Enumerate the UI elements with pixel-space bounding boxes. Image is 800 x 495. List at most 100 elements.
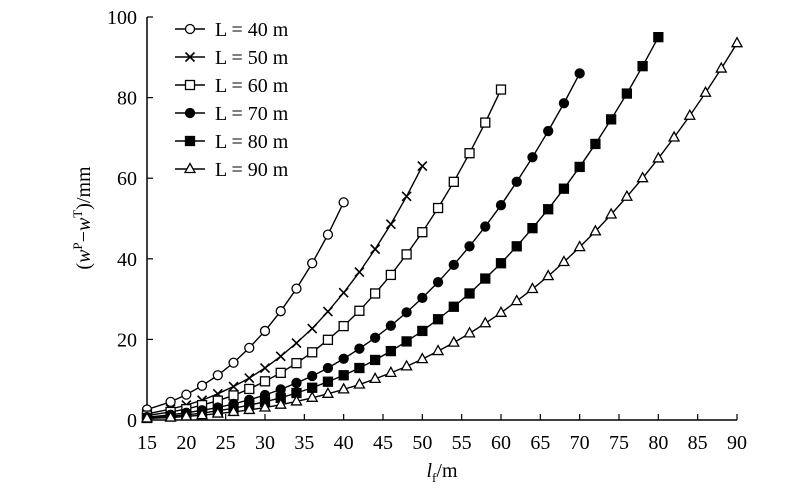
- x-tick-label: 75: [609, 432, 629, 454]
- marker: [228, 357, 239, 368]
- marker: [354, 267, 365, 278]
- marker: [511, 176, 522, 187]
- marker: [275, 351, 286, 362]
- marker: [322, 229, 334, 240]
- marker: [369, 332, 381, 343]
- marker: [291, 377, 302, 389]
- marker: [385, 345, 397, 357]
- marker: [605, 114, 617, 125]
- y-label-part: P: [70, 242, 85, 249]
- marker: [683, 108, 696, 120]
- series-line: [146, 73, 581, 418]
- y-tick-label: 20: [117, 329, 137, 351]
- x-tick-label: 90: [727, 432, 747, 454]
- marker: [464, 148, 475, 159]
- marker: [369, 354, 381, 366]
- marker: [164, 410, 177, 422]
- marker: [527, 152, 538, 163]
- x-tick-label: 80: [648, 432, 668, 454]
- marker: [307, 382, 318, 393]
- marker: [259, 376, 271, 387]
- y-label-part: w: [73, 217, 95, 231]
- marker: [338, 287, 349, 298]
- marker: [652, 151, 665, 163]
- marker: [667, 130, 681, 142]
- marker: [307, 347, 318, 358]
- marker: [526, 282, 539, 294]
- marker: [274, 397, 287, 409]
- marker: [353, 377, 366, 389]
- marker: [480, 221, 491, 232]
- marker: [259, 362, 271, 374]
- x-tick-label: 65: [530, 432, 550, 454]
- marker: [181, 389, 192, 400]
- marker: [480, 117, 491, 128]
- marker: [557, 255, 571, 267]
- marker: [275, 367, 286, 378]
- marker: [401, 191, 412, 202]
- x-tick-label: 45: [373, 432, 393, 454]
- legend-marker: [184, 51, 196, 63]
- marker: [401, 336, 412, 347]
- marker: [573, 240, 586, 252]
- marker: [369, 288, 381, 299]
- marker: [228, 390, 239, 401]
- y-label-part: −: [73, 231, 95, 242]
- x-tick-label: 35: [294, 432, 314, 454]
- marker: [620, 189, 633, 201]
- marker: [307, 370, 318, 382]
- x-tick-label: 40: [334, 432, 354, 454]
- marker: [244, 373, 255, 384]
- marker: [463, 326, 476, 338]
- legend-marker: [184, 135, 196, 147]
- legend-label: L = 80 m: [215, 131, 289, 153]
- legend-label: L = 60 m: [215, 75, 289, 97]
- marker: [212, 370, 223, 381]
- x-label-part: f: [432, 470, 437, 485]
- y-tick-label: 0: [127, 410, 137, 432]
- legend-label: L = 50 m: [215, 47, 289, 69]
- marker: [589, 224, 602, 236]
- marker: [417, 325, 428, 337]
- marker: [432, 277, 444, 288]
- marker: [275, 306, 286, 317]
- marker: [337, 382, 350, 394]
- marker: [527, 223, 538, 234]
- marker: [290, 394, 303, 406]
- x-label-part: l: [426, 460, 432, 482]
- x-tick-label: 20: [176, 432, 196, 454]
- marker: [464, 288, 475, 299]
- marker: [385, 320, 397, 331]
- marker: [244, 342, 255, 354]
- marker: [165, 396, 176, 408]
- marker: [243, 403, 256, 415]
- marker: [574, 68, 585, 79]
- marker: [322, 362, 334, 374]
- x-label-part: /m: [436, 460, 458, 482]
- marker: [244, 383, 255, 395]
- y-label-part: w: [73, 249, 95, 263]
- marker: [495, 84, 507, 95]
- y-label-part: (: [73, 263, 95, 270]
- marker: [479, 316, 492, 328]
- marker: [338, 370, 349, 381]
- marker: [307, 323, 318, 334]
- marker: [401, 249, 412, 260]
- marker: [322, 334, 334, 345]
- marker: [369, 372, 382, 384]
- x-tick-label: 60: [491, 432, 511, 454]
- marker: [228, 381, 239, 392]
- marker: [574, 161, 585, 173]
- marker: [432, 314, 444, 325]
- x-tick-label: 15: [137, 432, 157, 454]
- marker: [417, 227, 428, 238]
- marker: [636, 171, 649, 183]
- marker: [275, 384, 286, 395]
- marker: [558, 98, 570, 109]
- marker: [448, 301, 459, 312]
- y-tick-label: 40: [117, 249, 137, 271]
- marker: [322, 376, 334, 387]
- marker: [354, 362, 365, 374]
- marker: [338, 197, 349, 208]
- marker: [400, 359, 413, 371]
